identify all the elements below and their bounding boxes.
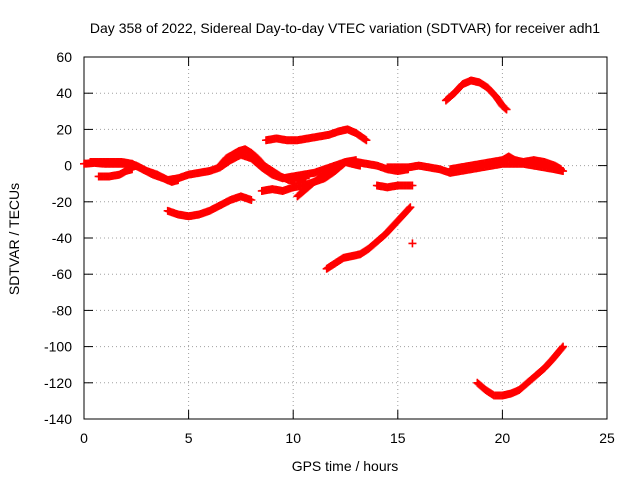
- data-point: [559, 342, 568, 351]
- series-arc-2: [86, 157, 183, 186]
- y-tick-label: -20: [52, 194, 72, 210]
- x-axis-title: GPS time / hours: [292, 458, 399, 474]
- y-tick-label: 40: [56, 85, 72, 101]
- y-tick-label: 0: [64, 158, 72, 174]
- y-tick-label: 20: [56, 121, 72, 137]
- data-point: [502, 105, 511, 114]
- y-tick-label: 60: [56, 49, 72, 65]
- x-tick-label: 20: [495, 430, 511, 446]
- series-arc-13: [446, 152, 565, 174]
- y-tick-label: -120: [44, 375, 72, 391]
- x-tick-label: 25: [599, 430, 615, 446]
- data-points: [80, 76, 568, 400]
- data-point: [408, 181, 417, 190]
- data-point: [362, 136, 371, 145]
- series-arc-9: [322, 203, 415, 273]
- plot-border: [83, 56, 608, 420]
- series-arc-8: [262, 125, 371, 145]
- series-arc-11: [408, 239, 417, 248]
- y-tick-label: -100: [44, 339, 72, 355]
- series-arc-14: [441, 76, 511, 114]
- data-point: [556, 165, 565, 174]
- grid-lines: [84, 57, 607, 419]
- data-point: [558, 343, 567, 352]
- y-tick-labels: -140 -120 -100 -80 -60 -40 -20 0 20 40 60: [44, 49, 72, 427]
- y-tick-label: -40: [52, 230, 72, 246]
- x-tick-label: 0: [80, 430, 88, 446]
- data-point: [247, 195, 256, 204]
- y-tick-label: -140: [44, 411, 72, 427]
- axes: [83, 56, 608, 420]
- series-arc-10: [372, 181, 417, 192]
- y-tick-label: -60: [52, 266, 72, 282]
- x-tick-labels: 0 5 10 15 20 25: [80, 430, 615, 446]
- series-arc-4: [215, 145, 310, 185]
- y-axis-title: SDTVAR / TECUs: [6, 183, 22, 295]
- data-point: [356, 161, 365, 170]
- y-tick-label: -80: [52, 302, 72, 318]
- series-arc-3: [94, 165, 137, 181]
- series-arc-5: [163, 192, 256, 221]
- series-arc-7: [293, 157, 365, 201]
- data-point: [174, 176, 183, 185]
- x-tick-label: 10: [285, 430, 301, 446]
- data-point: [128, 165, 137, 174]
- data-point: [406, 203, 415, 212]
- series-arc-15: [473, 342, 568, 400]
- x-tick-label: 5: [185, 430, 193, 446]
- x-tick-label: 15: [390, 430, 406, 446]
- data-point: [408, 239, 417, 248]
- data-point: [405, 204, 414, 213]
- chart-title: Day 358 of 2022, Sidereal Day-to-day VTE…: [90, 20, 600, 36]
- data-point: [501, 104, 510, 113]
